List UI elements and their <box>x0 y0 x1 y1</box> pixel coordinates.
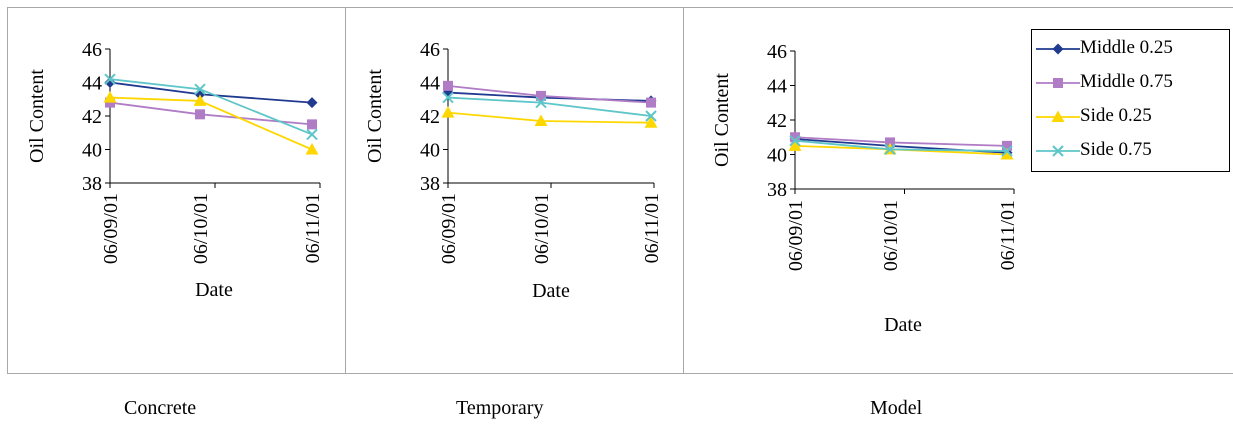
legend-item-side-025: Side 0.25 <box>1032 102 1229 132</box>
chart-panel-concrete <box>7 7 346 374</box>
legend-label: Side 0.75 <box>1080 139 1152 160</box>
data-point <box>307 119 317 130</box>
legend-marker-triangle-icon <box>1036 110 1080 122</box>
x-axis-title: Date <box>532 280 570 302</box>
y-tick-label: 40 <box>82 140 102 162</box>
data-point <box>536 90 546 101</box>
data-point <box>885 137 895 148</box>
y-tick-label: 38 <box>420 173 440 195</box>
data-point <box>103 91 117 103</box>
y-tick-label: 38 <box>82 173 102 195</box>
legend-label: Side 0.25 <box>1080 105 1152 126</box>
legend-label: Middle 0.25 <box>1080 37 1173 58</box>
data-point <box>105 97 115 108</box>
y-tick-label: 46 <box>767 41 787 63</box>
data-point <box>646 97 656 108</box>
data-point <box>306 97 318 109</box>
chart-legend: Middle 0.25 Middle 0.75 Side 0.25 Side 0… <box>1031 29 1230 172</box>
legend-marker <box>1052 43 1064 55</box>
legend-item-middle-025: Middle 0.25 <box>1032 34 1229 64</box>
x-tick-label: 06/09/01 <box>100 193 122 264</box>
y-axis-title: Oil Content <box>26 69 48 163</box>
data-point <box>443 80 453 91</box>
data-point <box>193 94 207 106</box>
data-point <box>194 83 206 95</box>
data-point <box>1000 148 1014 160</box>
legend-marker <box>1051 110 1065 122</box>
legend-marker-square-icon <box>1036 78 1080 88</box>
data-point <box>306 128 318 141</box>
data-point <box>534 114 548 127</box>
legend-marker-x-icon <box>1036 145 1080 157</box>
legend-marker-diamond-icon <box>1036 43 1080 55</box>
data-point <box>884 143 896 156</box>
legend-item-side-075: Side 0.75 <box>1032 136 1229 166</box>
data-point <box>790 132 800 143</box>
data-point <box>441 106 455 118</box>
data-point <box>789 134 801 147</box>
caption-concrete: Concrete <box>124 397 197 419</box>
y-axis-title: Oil Content <box>364 69 386 163</box>
x-tick-label: 06/10/01 <box>880 200 902 271</box>
y-tick-label: 40 <box>767 145 787 167</box>
x-tick-label: 06/10/01 <box>190 193 212 264</box>
data-point <box>645 110 657 122</box>
x-tick-label: 06/10/01 <box>531 193 553 264</box>
data-point <box>442 91 454 104</box>
y-tick-label: 46 <box>420 39 440 61</box>
data-point <box>788 139 802 151</box>
data-point <box>104 73 116 85</box>
x-tick-label: 06/11/01 <box>302 193 324 263</box>
line-chart-model: 38 40 42 44 46 06/09/01 06/10/01 06/11/01 Oil Co… <box>711 41 1019 336</box>
data-point <box>644 116 658 128</box>
x-axis-title: Date <box>884 314 922 336</box>
data-point <box>305 143 319 155</box>
x-axis-title: Date <box>195 279 233 301</box>
y-tick-label: 44 <box>767 76 787 98</box>
data-point <box>535 96 547 109</box>
y-tick-label: 40 <box>420 140 440 162</box>
x-tick-label: 06/09/01 <box>438 193 460 264</box>
series-line <box>447 111 652 124</box>
y-tick-label: 42 <box>82 106 102 128</box>
x-tick-label: 06/09/01 <box>785 200 807 271</box>
legend-marker <box>1052 145 1064 157</box>
y-axis-title: Oil Content <box>711 73 733 167</box>
line-chart-temporary: 38 40 42 44 46 06/09/01 06/10/01 06/11/01 Oil Co… <box>364 39 663 302</box>
legend-item-middle-075: Middle 0.75 <box>1032 68 1229 98</box>
chart-panel-temporary <box>345 7 684 374</box>
data-point <box>1002 140 1012 151</box>
series-line <box>109 96 313 151</box>
x-tick-label: 06/11/01 <box>641 193 663 263</box>
legend-marker <box>1053 78 1063 88</box>
y-tick-label: 44 <box>82 73 102 95</box>
y-tick-label: 42 <box>420 106 440 128</box>
y-tick-label: 44 <box>420 73 440 95</box>
y-tick-label: 42 <box>767 110 787 132</box>
data-point <box>195 109 205 120</box>
data-point <box>1001 145 1013 157</box>
caption-temporary: Temporary <box>456 397 544 419</box>
y-tick-label: 38 <box>767 179 787 201</box>
legend-label: Middle 0.75 <box>1080 71 1173 92</box>
line-chart-concrete: 38 40 42 44 46 06/09/01 06/10/01 06/11/01 Oil Co… <box>26 39 324 301</box>
caption-model: Model <box>870 397 923 419</box>
y-tick-label: 46 <box>82 39 102 61</box>
x-tick-label: 06/11/01 <box>997 200 1019 270</box>
